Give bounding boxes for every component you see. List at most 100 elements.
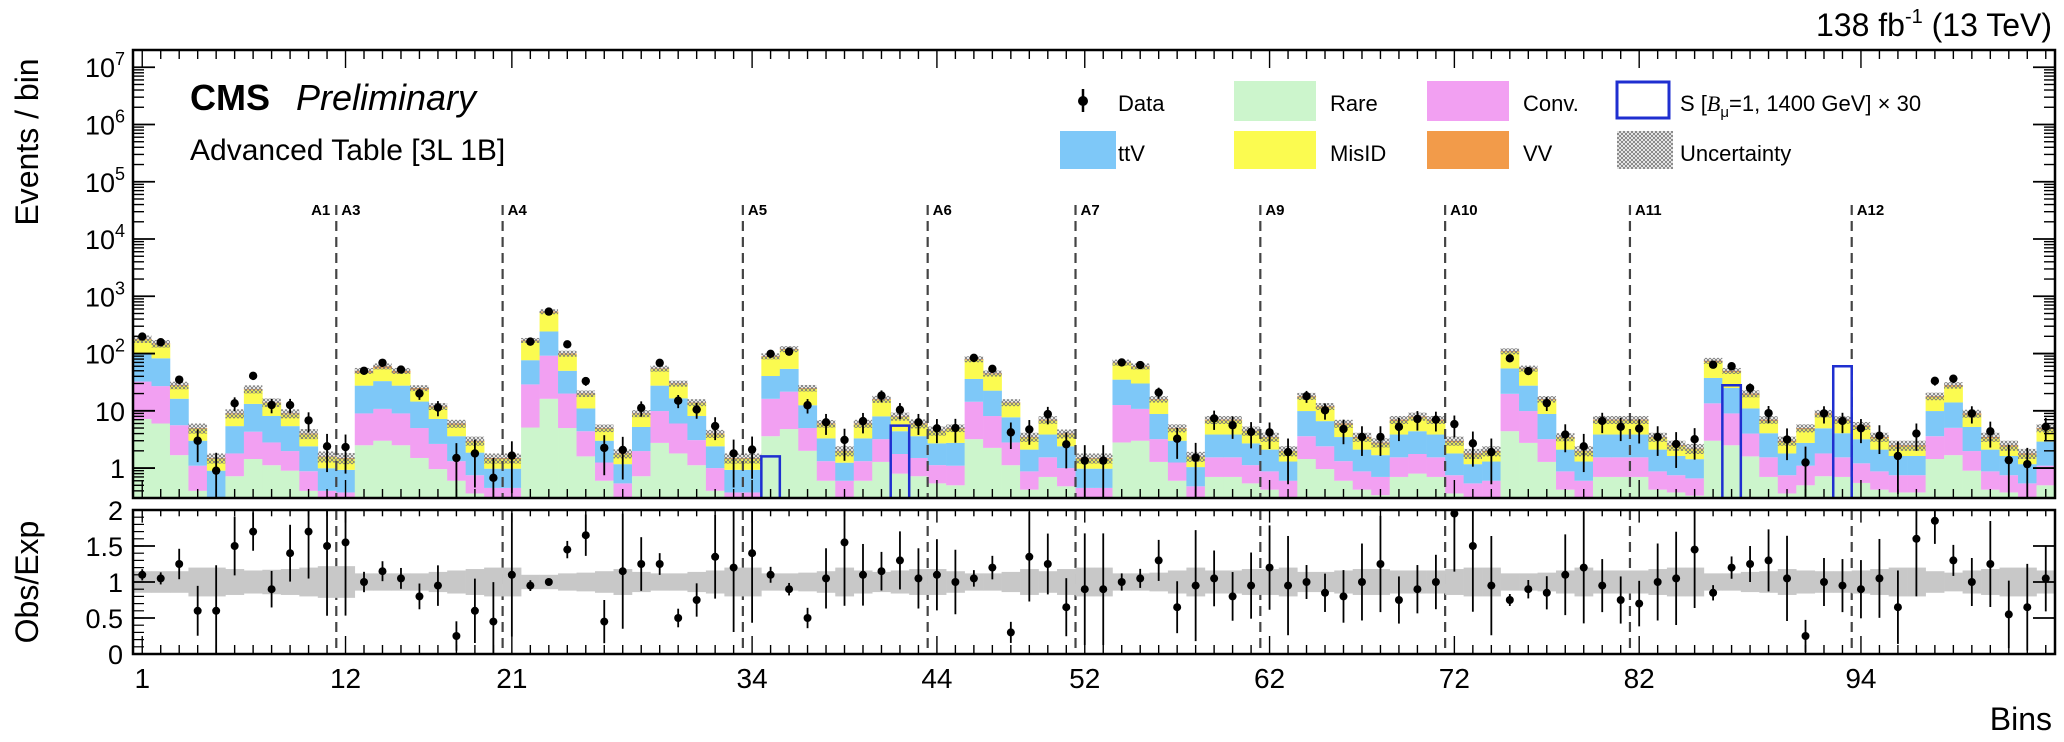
stack-ttv-bin-98	[1925, 411, 1945, 437]
data-point-bin-21	[507, 451, 517, 460]
data-point-bin-34	[747, 445, 757, 454]
stack-rare-bin-55	[1130, 440, 1150, 498]
ratio-point-bin-84	[1672, 574, 1681, 583]
data-point-bin-23	[544, 307, 554, 316]
data-point-bin-53	[1099, 456, 1108, 465]
legend-swatch-ttv	[1060, 131, 1116, 169]
unc-band-bin-31	[687, 399, 706, 407]
data-point-bin-96	[1893, 451, 1903, 461]
main-plot-area	[133, 205, 2064, 498]
stack-rare-bin-81	[1611, 476, 1631, 498]
stack-conv-bin-32	[705, 468, 725, 491]
ratio-point-bin-93	[1838, 581, 1847, 590]
stack-misid-bin-86	[1703, 361, 1723, 378]
data-point-bin-42	[895, 405, 905, 415]
data-point-bin-67	[1357, 432, 1367, 442]
ratio-point-bin-47	[988, 563, 997, 572]
ratio-point-bin-88	[1746, 560, 1755, 568]
ratio-point-bin-61	[1247, 581, 1256, 590]
ratio-point-bin-19	[470, 606, 479, 615]
stack-conv-bin-40	[853, 461, 873, 481]
data-point-bin-81	[1616, 422, 1625, 432]
ratio-point-bin-52	[1080, 585, 1089, 594]
stack-ttv-bin-29	[650, 385, 670, 412]
stack-ttv-bin-22	[521, 360, 540, 385]
stack-conv-bin-92	[1814, 453, 1834, 477]
ratio-band-bin-24	[558, 573, 577, 591]
stack-conv-bin-46	[964, 401, 984, 440]
stack-conv-bin-94	[1851, 463, 1871, 483]
ratio-point-bin-69	[1394, 596, 1403, 604]
stack-misid-bin-105	[2055, 455, 2064, 464]
data-point-bin-18	[452, 453, 461, 463]
ratio-point-bin-54	[1117, 578, 1126, 586]
y-tick-label: 106	[85, 106, 125, 140]
data-point-bin-5	[211, 466, 221, 475]
data-point-bin-76	[1524, 366, 1533, 376]
legend-item-ttv: ttV	[1060, 131, 1145, 169]
stack-rare-bin-99	[1944, 455, 1963, 498]
stack-conv-bin-7	[243, 431, 263, 459]
ratio-point-bin-82	[1635, 599, 1644, 608]
stack-misid-bin-54	[1112, 363, 1132, 380]
data-point-bin-44	[932, 424, 942, 433]
unc-band-bin-47	[983, 370, 1002, 377]
stack-rare-bin-17	[428, 469, 448, 498]
stack-misid-bin-1	[133, 339, 152, 354]
ratio-point-bin-50	[1043, 560, 1052, 568]
unc-band-bin-105	[2055, 449, 2064, 459]
data-point-bin-82	[1634, 424, 1644, 433]
stack-conv-bin-38	[816, 461, 836, 481]
stack-conv-bin-1	[133, 381, 152, 419]
ratio-point-bin-13	[360, 578, 369, 586]
data-point-bin-55	[1136, 360, 1145, 370]
stack-conv-bin-83	[1648, 471, 1668, 490]
ratio-frame	[131, 508, 2057, 656]
stack-ttv-bin-24	[558, 370, 577, 394]
stack-rare-bin-41	[872, 461, 892, 498]
stack-ttv-bin-105	[2055, 464, 2064, 483]
stack-rare-bin-13	[354, 445, 374, 498]
data-point-bin-24	[563, 340, 572, 349]
ratio-point-bin-66	[1339, 592, 1348, 601]
ratio-band-bin-4	[188, 567, 208, 597]
stack-conv-bin-4	[188, 465, 208, 491]
data-point-bin-19	[470, 449, 480, 458]
legend-item-misid: MisID	[1234, 131, 1386, 169]
legend-label-misid: MisID	[1330, 141, 1386, 166]
ratio-point-bin-7	[249, 527, 258, 536]
data-point-bin-97	[1912, 429, 1921, 438]
data-point-bin-31	[692, 405, 701, 414]
stack-ttv-bin-100	[1962, 426, 1982, 452]
ratio-band-bin-48	[1001, 571, 1021, 593]
main-axis-ticks: A1 A3 A4 A5 A6 A7 A9 A10 A11 A12 1 10 102 103 104 105 10…	[85, 49, 2055, 499]
data-point-bin-56	[1154, 388, 1163, 397]
stack-rare-bin-65	[1315, 469, 1335, 498]
ratio-point-bin-80	[1598, 581, 1607, 590]
stack-misid-bin-28	[631, 414, 651, 427]
data-point-bin-62	[1265, 428, 1274, 437]
data-point-bin-93	[1838, 416, 1847, 426]
stack-conv-bin-41	[872, 439, 892, 462]
data-point-bin-74	[1487, 447, 1496, 457]
stack-misid-bin-30	[668, 384, 688, 399]
stack-conv-bin-59	[1204, 457, 1224, 477]
unc-band-bin-98	[1925, 392, 1945, 401]
stack-rare-bin-80	[1592, 476, 1612, 498]
ratio-point-bin-39	[840, 538, 849, 547]
ratio-point-bin-48	[1006, 628, 1015, 637]
stack-conv-bin-17	[428, 443, 448, 470]
data-point-bin-27	[618, 445, 627, 455]
stack-ttv-bin-39	[835, 462, 855, 481]
stack-conv-bin-71	[1426, 457, 1446, 477]
stack-conv-bin-3	[169, 425, 189, 456]
stack-misid-bin-98	[1925, 397, 1945, 412]
region-label-a1: A1	[311, 202, 330, 219]
stack-rare-bin-93	[1833, 476, 1853, 498]
legend-item-rare: Rare	[1234, 81, 1378, 121]
data-point-bin-63	[1283, 447, 1293, 457]
legend-item-vv: VV	[1427, 131, 1553, 169]
data-point-bin-105	[2060, 472, 2064, 480]
data-point-bin-12	[341, 442, 350, 452]
